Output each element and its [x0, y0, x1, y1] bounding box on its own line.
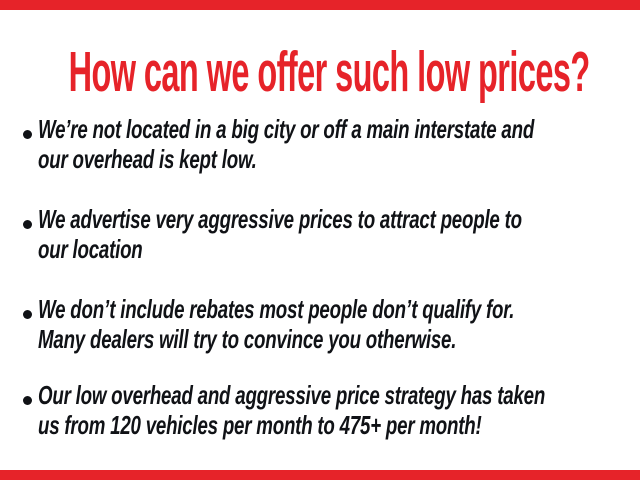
headline-container: How can we offer such low prices? [0, 24, 640, 120]
bullet-text: We advertise very aggressive prices to a… [38, 204, 522, 264]
page-title: How can we offer such low prices? [68, 40, 590, 104]
top-red-bar [0, 0, 640, 10]
bullet-item: We advertise very aggressive prices to a… [23, 204, 640, 264]
bullet-item: Our low overhead and aggressive price st… [23, 380, 640, 440]
bullet-dot [23, 310, 32, 319]
bullet-dot [23, 130, 32, 139]
bullet-item: We don’t include rebates most people don… [23, 294, 640, 354]
bullet-text: Our low overhead and aggressive price st… [38, 380, 546, 440]
bottom-red-bar [0, 470, 640, 480]
bullet-dot [23, 396, 32, 405]
bullet-text: We’re not located in a big city or off a… [38, 114, 535, 174]
bullet-text: We don’t include rebates most people don… [38, 294, 515, 354]
bullet-dot [23, 220, 32, 229]
bullet-item: We’re not located in a big city or off a… [23, 114, 640, 174]
